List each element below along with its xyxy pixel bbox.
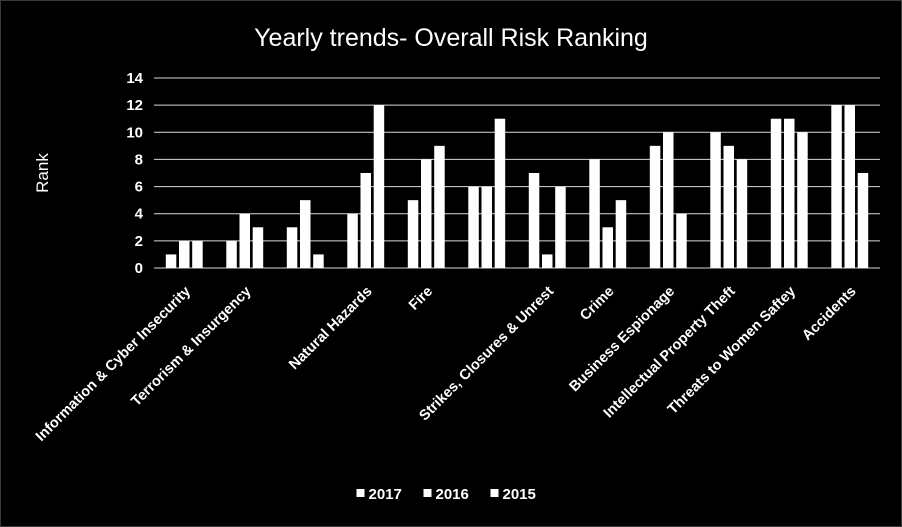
legend-label: 2016 xyxy=(436,486,469,503)
bar-2016 xyxy=(723,145,734,268)
bar-2017 xyxy=(407,200,419,268)
bar-2015 xyxy=(192,240,203,268)
legend-label: 2015 xyxy=(503,486,536,503)
bar-2015 xyxy=(676,213,687,268)
bar-2017 xyxy=(770,118,782,268)
x-category-label: Threats to Women Saftey xyxy=(665,284,799,418)
bar-2015 xyxy=(555,186,566,268)
y-tick-label: 0 xyxy=(135,260,143,277)
bar-2017 xyxy=(710,132,721,268)
y-axis-ticks: 0 2 4 6 8 10 12 14 xyxy=(126,70,143,277)
bar-2017 xyxy=(226,240,237,268)
bar-2015 xyxy=(615,200,627,268)
legend-swatch xyxy=(356,489,365,497)
bar-2015 xyxy=(252,227,264,268)
bar-2016 xyxy=(542,254,553,268)
y-tick-label: 8 xyxy=(135,151,143,168)
legend-swatch xyxy=(490,489,499,497)
bar-2015 xyxy=(373,105,385,269)
chart-title: Yearly trends- Overall Risk Ranking xyxy=(254,24,648,52)
bar-2016 xyxy=(300,200,311,268)
bar-2017 xyxy=(347,213,358,268)
bar-2016 xyxy=(421,159,432,268)
x-category-label: Fire xyxy=(406,284,436,314)
bar-2017 xyxy=(831,105,842,269)
bar-2015 xyxy=(857,173,869,268)
bar-2016 xyxy=(239,213,250,268)
bar-2017 xyxy=(528,173,540,268)
y-tick-label: 14 xyxy=(126,70,143,87)
y-tick-label: 12 xyxy=(126,97,143,114)
x-category-label: Terrorism & Insurgency xyxy=(128,284,254,410)
bar-2016 xyxy=(784,118,795,268)
bar-2017 xyxy=(468,186,479,268)
gridlines xyxy=(154,77,880,269)
bar-2016 xyxy=(844,105,855,269)
x-category-label: Natural Hazards xyxy=(286,284,375,373)
bar-2015 xyxy=(736,159,748,268)
y-tick-label: 4 xyxy=(135,206,144,223)
bar-2017 xyxy=(649,145,661,268)
bar-2015 xyxy=(313,254,324,268)
bar-2017 xyxy=(286,227,298,268)
bar-2017 xyxy=(589,159,600,268)
y-axis-title: Rank xyxy=(33,153,52,193)
bar-2015 xyxy=(797,132,808,268)
bar-2015 xyxy=(494,118,506,268)
y-tick-label: 10 xyxy=(126,124,143,141)
bar-2016 xyxy=(360,173,371,268)
x-category-label: Strikes, Closures & Unrest xyxy=(416,283,557,424)
legend-swatch xyxy=(423,489,432,497)
bar-2016 xyxy=(663,132,674,268)
bar-2016 xyxy=(179,240,190,268)
legend-label: 2017 xyxy=(369,486,402,503)
x-category-label: Accidents xyxy=(799,284,859,344)
bar-2016 xyxy=(602,227,613,268)
bars xyxy=(165,105,869,269)
x-category-label: Crime xyxy=(577,284,617,324)
bar-2016 xyxy=(481,186,492,268)
x-axis-labels: Information & Cyber InsecurityTerrorism … xyxy=(33,283,860,444)
legend: 2017 2016 2015 xyxy=(356,486,536,503)
y-tick-label: 2 xyxy=(135,233,143,250)
bar-2015 xyxy=(434,145,445,268)
x-category-label: Business Espionage xyxy=(566,284,678,396)
bar-2017 xyxy=(165,254,177,268)
y-tick-label: 6 xyxy=(135,179,143,196)
